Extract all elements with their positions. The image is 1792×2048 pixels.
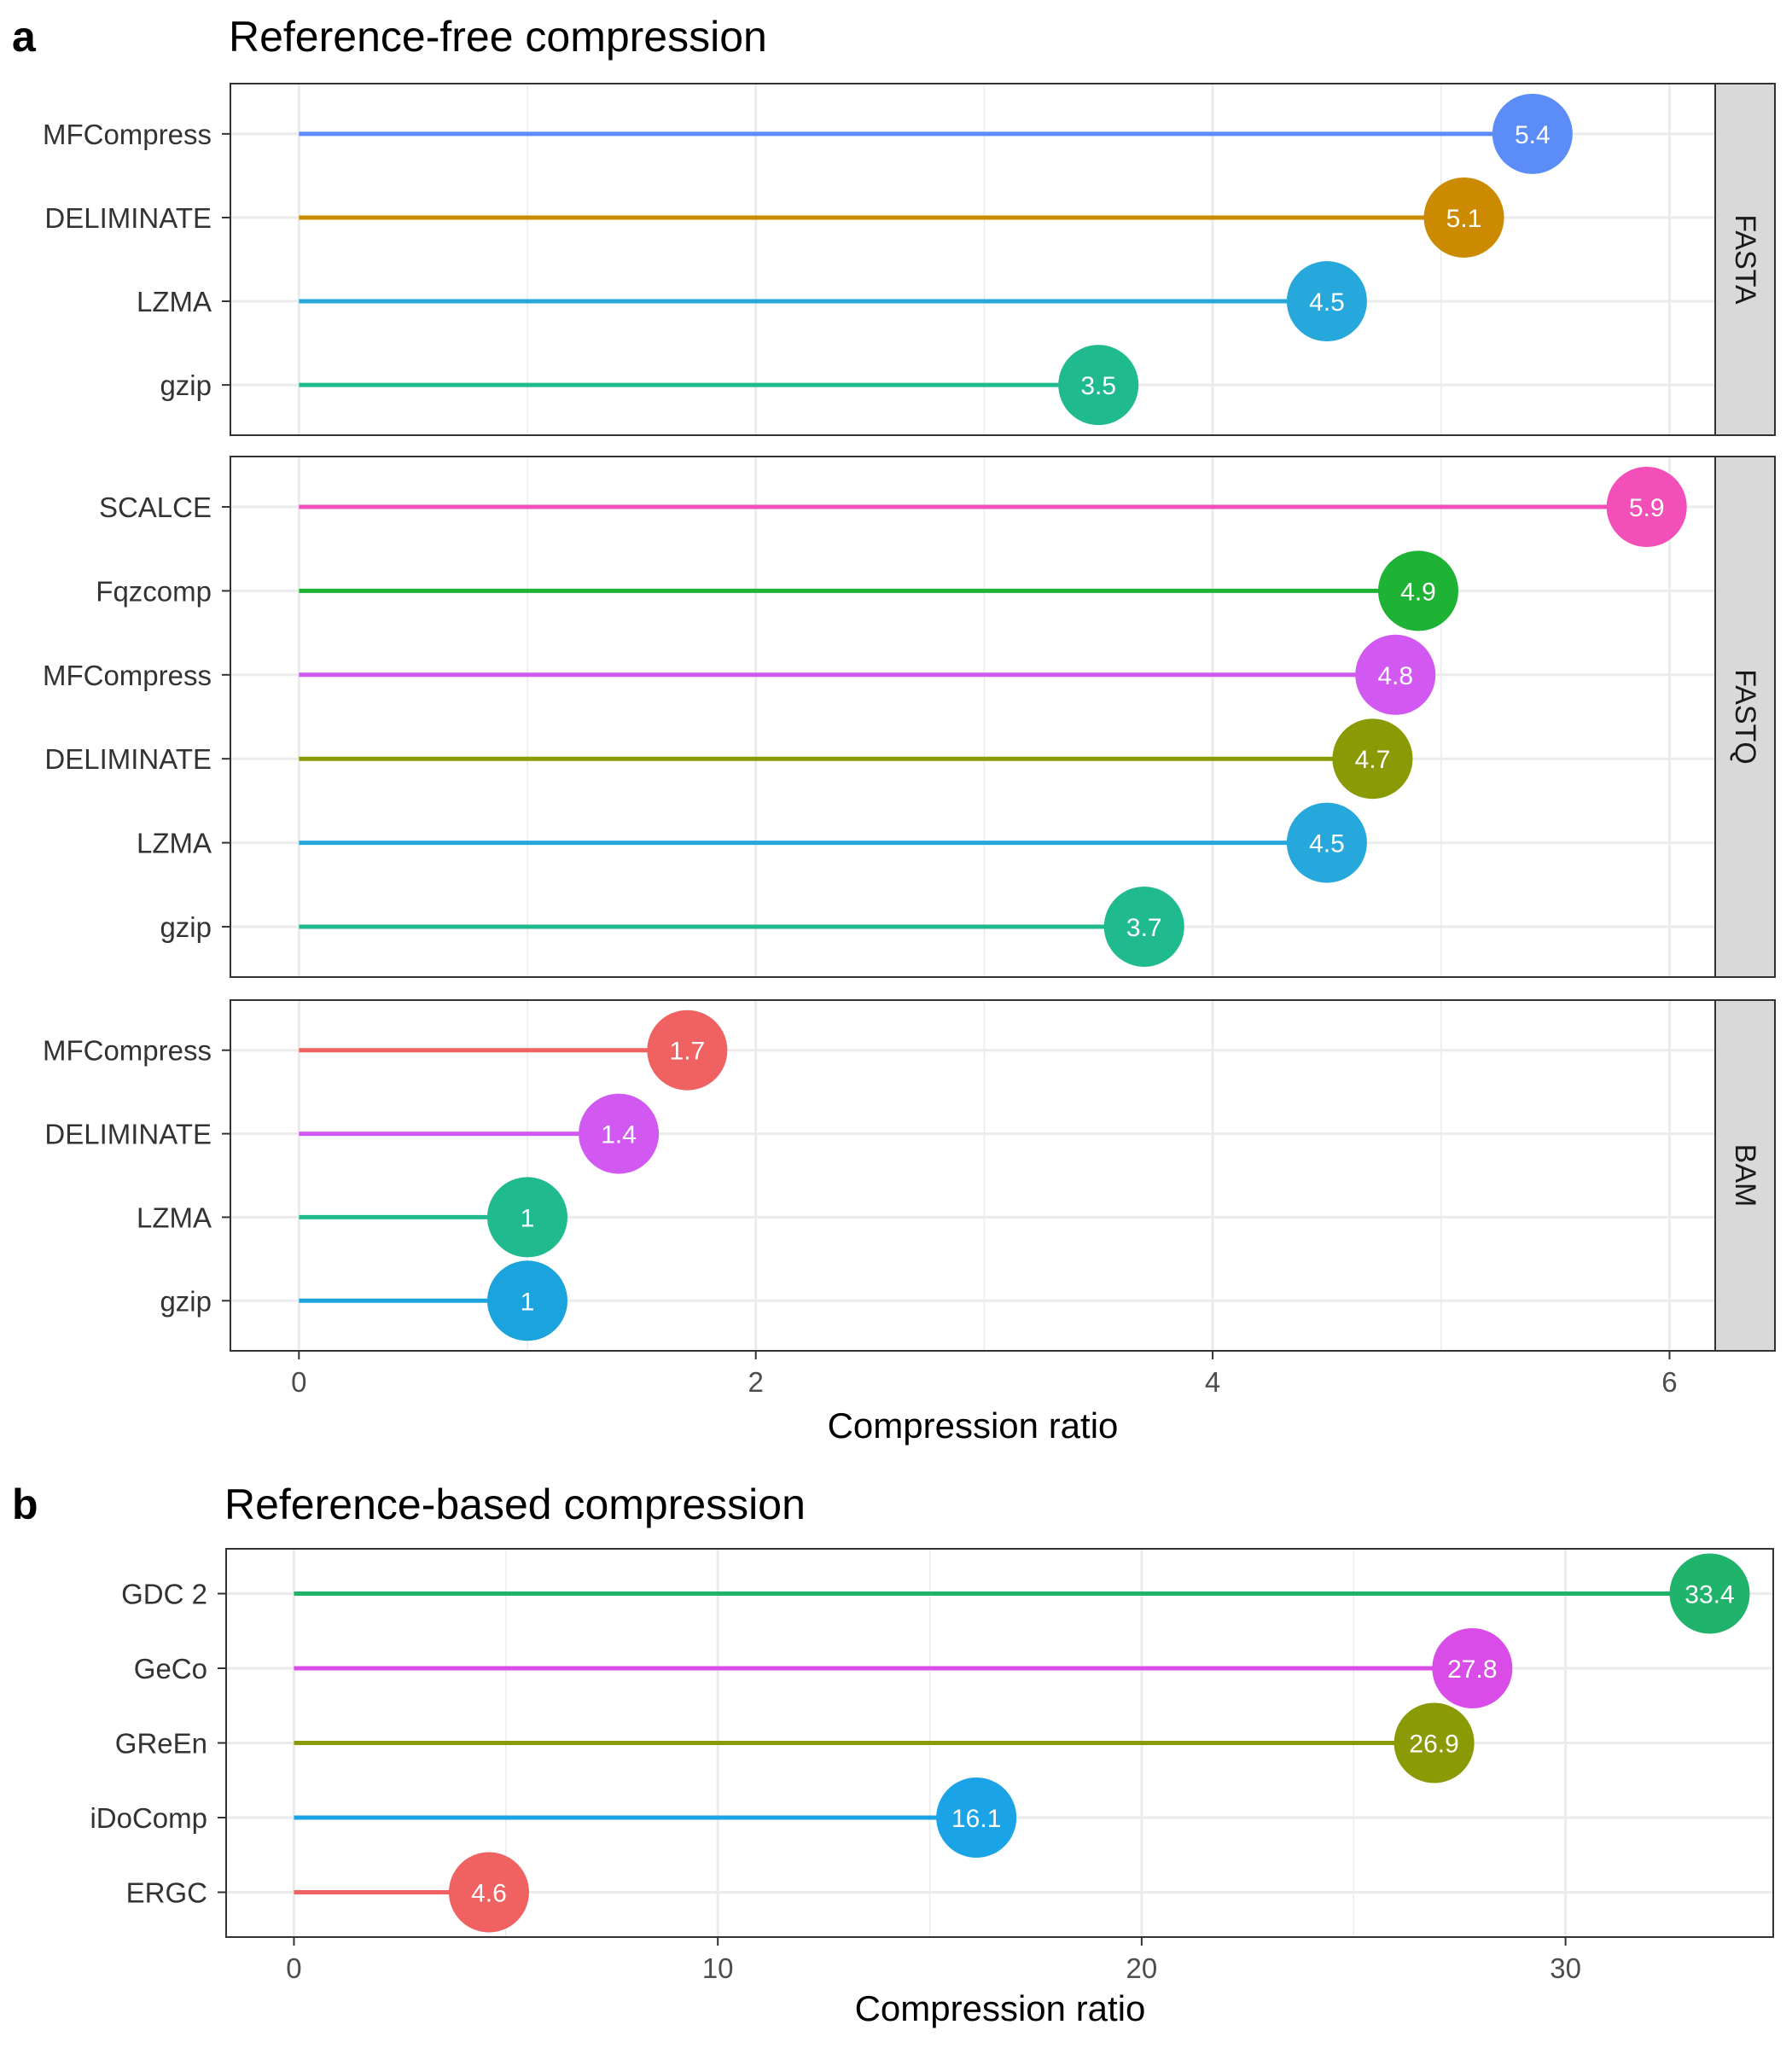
reference-based-chart: 33.4 GDC 2 27.8 GeCo 26.9 GReEn 16.1 iDoComp 4.6… [90, 1548, 1774, 2028]
facet-bam-x-tick-label: 6 [1661, 1366, 1677, 1398]
facet-fasta-category-label: gzip [160, 369, 212, 401]
ref-based-point-idocomp [936, 1777, 1017, 1858]
facet-fasta-category-label: DELIMINATE [44, 202, 212, 234]
facet-bam-strip-label: BAM [1729, 1144, 1761, 1207]
ref-based-point-gdc-2 [1669, 1553, 1750, 1634]
facet-bam-point-deliminate [579, 1093, 660, 1174]
facet-fastq-point-scalce [1606, 467, 1687, 548]
facet-bam-category-label: LZMA [137, 1201, 212, 1233]
ref-based-x-tick-label: 30 [1550, 1952, 1581, 1984]
reference-free-chart: 5.4 MFCompress 5.1 DELIMINATE 4.5 LZMA 3.5 gzip… [43, 83, 1776, 1446]
facet-fasta-strip [1714, 83, 1776, 436]
facet-fasta-panel-bg [230, 84, 1715, 435]
facet-fastq-value-label: 4.9 [1400, 578, 1436, 606]
facet-fastq-category-label: Fqzcomp [96, 575, 212, 607]
facet-bam-value-label: 1.4 [601, 1121, 637, 1149]
facet-fastq-point-deliminate [1332, 719, 1413, 800]
ref-based-point-ergc [448, 1852, 529, 1933]
facet-bam-value-label: 1 [521, 1204, 535, 1232]
facet-fasta-point-deliminate [1423, 177, 1504, 258]
facet-fastq-category-label: gzip [160, 911, 212, 943]
facet-fasta-value-label: 5.4 [1515, 121, 1551, 149]
ref-based-x-tick-label: 10 [702, 1952, 734, 1984]
facet-fasta-value-label: 4.5 [1309, 288, 1345, 317]
facet-bam-point-mfcompress [647, 1009, 728, 1091]
ref-based-category-label: GReEn [115, 1728, 207, 1760]
facet-fasta-point-mfcompress [1492, 93, 1573, 174]
ref-based-category-label: ERGC [126, 1877, 207, 1909]
panel-a-letter: a [12, 13, 37, 61]
facet-fasta-category-label: MFCompress [43, 119, 212, 150]
facet-bam-x-tick-label: 4 [1205, 1366, 1220, 1398]
facet-fastq-panel-bg [230, 457, 1715, 977]
facet-bam-category-label: DELIMINATE [44, 1119, 212, 1150]
facet-fasta-point-lzma [1286, 261, 1367, 342]
facet-fasta-category-label: LZMA [137, 286, 212, 317]
facet-fastq-category-label: MFCompress [43, 660, 212, 691]
ref-based-category-label: iDoComp [90, 1802, 207, 1834]
facet-fastq-point-gzip [1103, 886, 1184, 967]
facet-fastq-value-label: 4.8 [1377, 662, 1413, 690]
facet-bam-x-tick-label: 0 [291, 1366, 306, 1398]
facet-fasta-value-label: 3.5 [1080, 372, 1116, 400]
ref-based-point-geco [1432, 1628, 1513, 1708]
facet-fasta-strip-label: FASTA [1729, 214, 1761, 304]
facet-fastq-value-label: 5.9 [1629, 494, 1665, 522]
facet-fastq-value-label: 3.7 [1126, 914, 1162, 942]
panel-b-title: Reference-based compression [224, 1481, 806, 1528]
facet-fastq-point-fqzcomp [1378, 550, 1458, 631]
facet-bam-x-tick-label: 2 [748, 1366, 764, 1398]
facet-bam-point-lzma [487, 1177, 567, 1258]
panel-a-title: Reference-free compression [229, 13, 767, 61]
facet-bam-category-label: gzip [160, 1285, 212, 1317]
facet-bam-value-label: 1.7 [670, 1038, 706, 1066]
ref-based-value-label: 16.1 [951, 1805, 1001, 1833]
facet-fastq-strip [1714, 456, 1776, 978]
ref-based-point-green [1393, 1702, 1475, 1783]
facet-fastq-value-label: 4.7 [1355, 746, 1391, 774]
facet-fasta-value-label: 5.1 [1446, 205, 1482, 233]
ref-based-x-tick-label: 0 [286, 1952, 301, 1984]
facet-fastq-category-label: DELIMINATE [44, 743, 212, 775]
facet-fastq-category-label: SCALCE [99, 492, 212, 523]
ref-based-x-tick-label: 20 [1126, 1952, 1158, 1984]
facet-bam-value-label: 1 [521, 1288, 535, 1316]
facet-bam-strip [1714, 999, 1776, 1352]
ref-based-value-label: 26.9 [1409, 1731, 1458, 1759]
ref-based-value-label: 33.4 [1684, 1581, 1734, 1609]
facet-bam-panel-bg [230, 1000, 1715, 1351]
ref-based-category-label: GDC 2 [121, 1579, 207, 1610]
panel-b-letter: b [12, 1481, 38, 1528]
facet-fastq-category-label: LZMA [137, 828, 212, 859]
facet-bam-category-label: MFCompress [43, 1035, 212, 1067]
facet-fastq-point-mfcompress [1355, 634, 1436, 715]
panel-b-x-axis-title: Compression ratio [855, 1988, 1146, 2028]
facet-fasta-point-gzip [1058, 345, 1139, 426]
ref-based-value-label: 4.6 [471, 1880, 507, 1908]
ref-based-category-label: GeCo [134, 1653, 207, 1684]
ref-based-value-label: 27.8 [1447, 1655, 1497, 1684]
facet-bam-point-gzip [487, 1260, 567, 1341]
ref-based-panel-border [225, 1548, 1774, 1938]
panel-a-x-axis-title: Compression ratio [828, 1405, 1119, 1446]
facet-fastq-value-label: 4.5 [1309, 830, 1345, 858]
facet-fastq-strip-label: FASTQ [1729, 669, 1761, 764]
facet-fastq-point-lzma [1286, 802, 1367, 883]
